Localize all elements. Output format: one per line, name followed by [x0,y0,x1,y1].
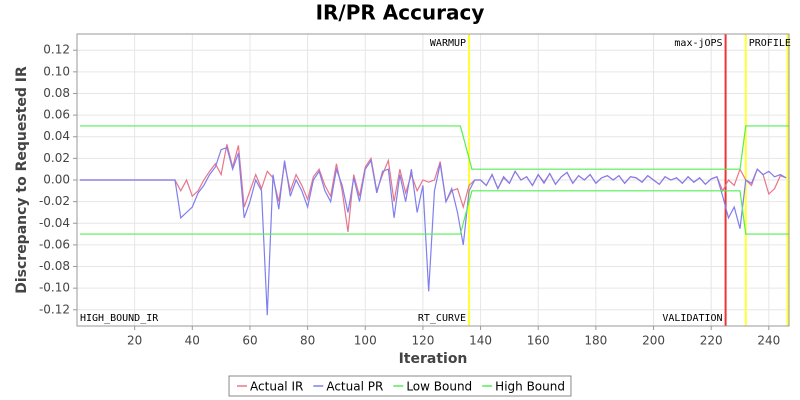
legend-label: High Bound [495,380,565,394]
x-tick-label: 100 [354,334,377,348]
chart-title: IR/PR Accuracy [316,1,485,25]
legend-label: Actual IR [250,380,303,394]
series-line [79,190,789,235]
y-tick-label: 0.00 [43,173,70,187]
x-tick-label: 160 [527,334,550,348]
y-tick-label: -0.06 [39,237,70,251]
y-tick-label: 0.06 [43,108,70,122]
x-tick-label: 180 [584,334,607,348]
y-tick-label: -0.02 [39,194,70,208]
annotation: RT_CURVE [418,313,466,324]
y-tick-label: 0.10 [43,64,70,78]
y-tick-label: 0.12 [43,43,70,57]
annotation: max-jOPS [674,38,722,49]
x-tick-label: 120 [411,334,434,348]
legend-label: Actual PR [326,380,383,394]
x-tick-label: 60 [242,334,257,348]
y-tick-label: -0.04 [39,216,70,230]
series-line [79,125,789,170]
x-tick-label: 140 [469,334,492,348]
annotation: HIGH_BOUND_IR [80,313,159,324]
y-axis-label: Discrepancy to Requested IR [14,66,30,294]
y-tick-label: 0.02 [43,151,70,165]
x-tick-label: 20 [127,334,142,348]
legend-label: Low Bound [406,380,472,394]
annotation: WARMUP [430,38,466,49]
y-tick-label: -0.10 [39,281,70,295]
x-axis-label: Iteration [399,351,468,367]
x-tick-label: 40 [185,334,200,348]
x-tick-label: 220 [700,334,723,348]
x-tick-label: 200 [642,334,665,348]
x-tick-label: 80 [300,334,315,348]
y-tick-label: 0.04 [43,129,70,143]
x-tick-label: 240 [757,334,780,348]
series-line [79,146,787,316]
y-tick-label: 0.08 [43,86,70,100]
y-tick-label: -0.12 [39,302,70,316]
annotation: VALIDATION [662,313,722,324]
y-tick-label: -0.08 [39,259,70,273]
annotation: PROFILE [749,38,791,49]
